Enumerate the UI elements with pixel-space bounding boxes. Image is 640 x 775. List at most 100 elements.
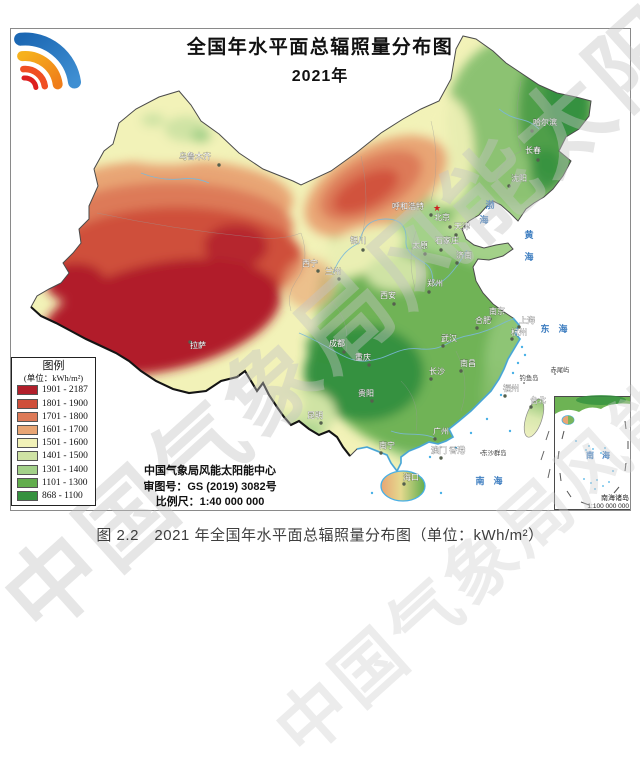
legend-row: 868 - 1100 [12,489,95,502]
city-dot [488,317,492,321]
city-label: 南京 [489,306,505,316]
taiwan-island [523,398,545,438]
city-label: 兰州 [325,266,341,276]
city-label: 贵阳 [358,388,374,398]
city-dot [507,184,511,188]
city-dot [529,405,533,409]
city-dot [217,163,221,167]
city-label: 天津 [454,221,470,231]
city-dot [503,394,507,398]
province-borders [96,80,522,432]
legend-range-label: 1701 - 1800 [42,411,88,422]
city-label: 南宁 [379,440,395,450]
inset-map-south-china-sea: 南 海 南海诸岛 1:100 000 000 [554,395,630,510]
inset-scale-label: 1:100 000 000 [587,503,629,510]
legend-box: 图例 (单位：kWh/m²) 1901 - 2187 1801 - 1900 170… [11,357,96,506]
legend-range-label: 1401 - 1500 [42,451,88,462]
legend-title: 图例 [42,360,65,372]
cma-logo [14,32,81,90]
city-dot [439,248,443,252]
legend-swatch [17,424,38,435]
legend-range-label: 1101 - 1300 [42,477,88,488]
coastline-accent [356,317,522,473]
sea-label: 海 [479,214,488,225]
city-label: 上海 [519,315,535,325]
legend-row: 1401 - 1500 [12,450,95,463]
capital-star: ★ [433,203,441,213]
inset-islets [575,440,614,490]
city-dot [454,233,458,237]
city-label: 北京 [434,212,450,222]
legend-row: 1601 - 1700 [12,423,95,436]
city-dot [510,337,514,341]
legend-range-label: 1801 - 1900 [42,398,88,409]
city-dot [433,437,437,441]
city-label: 郑州 [427,278,443,288]
credits-org: 中国气象局风能太阳能中心 [144,465,276,477]
city-label: 广州 [433,426,449,436]
city-label: 长沙 [429,366,445,376]
city-dot [370,399,374,403]
legend-swatch [17,451,38,462]
inset-sea-label: 南 海 [586,450,610,460]
legend-swatch [17,477,38,488]
island-label: 钓鱼岛 [520,373,539,382]
city-dot [455,261,459,265]
legend-range-label: 1901 - 2187 [42,385,88,396]
legend-rows: 1901 - 2187 1801 - 1900 1701 - 1800 1601 - … [12,384,95,503]
city-label: 昆明 [307,411,323,420]
nine-dash-line [557,420,629,506]
credits-approval: 审图号：GS (2019) 3082号 [143,480,277,493]
island-label: 东沙群岛 [481,448,506,457]
credits-block: 中国气象局风能太阳能中心 审图号：GS (2019) 3082号 比例尺：1:4… [112,464,308,511]
legend-row: 1101 - 1300 [12,476,95,489]
legend-row: 1701 - 1800 [12,410,95,423]
legend-row: 1901 - 2187 [12,384,95,397]
boundary-dashes [540,430,551,479]
hainan-island [380,470,426,502]
rivers [140,108,540,440]
southwest-border [30,306,351,457]
city-dot [517,325,521,329]
legend-row: 1801 - 1900 [12,397,95,410]
city-label: 合肥 [475,315,491,325]
city-dot [316,269,320,273]
city-label: 拉萨 [190,340,206,350]
legend-swatch [17,438,38,449]
city-label: 太原 [412,240,428,250]
figure-caption: 图 2.2 2021 年全国年水平面总辐照量分布图（单位：kWh/m²） [96,527,544,544]
city-dot [439,456,443,460]
city-dot [367,363,371,367]
inset-name-label: 南海诸岛 [601,493,629,502]
city-dot [402,482,406,486]
city-label: 长春 [525,145,541,155]
city-dot [379,451,383,455]
coastal-islets [370,345,527,495]
city-label: 成都 [329,338,345,348]
city-label: 西安 [380,290,396,300]
city-label: 乌鲁木齐 [179,151,211,161]
sea-label: 黄 [524,229,533,240]
city-dot [459,369,463,373]
city-dot [423,252,427,256]
legend-row: 1501 - 1600 [12,437,95,450]
city-label: 台北 [530,395,546,405]
city-dot [448,225,452,229]
island-label: 赤尾屿 [551,365,570,374]
irradiation-regions [31,36,591,471]
city-dot [361,248,365,252]
city-label: 呼和浩特 [392,201,424,211]
city-dot [392,302,396,306]
city-label: 沈阳 [511,173,527,183]
legend-range-label: 1601 - 1700 [42,424,88,435]
islet-dots [480,373,556,454]
city-label: 哈尔滨 [533,117,557,127]
legend-swatch [17,398,38,409]
city-dot [429,377,433,381]
legend-swatch [17,464,38,475]
city-label: 西宁 [302,258,318,268]
city-label: 济南 [456,250,472,260]
city-label: 南昌 [460,358,476,368]
